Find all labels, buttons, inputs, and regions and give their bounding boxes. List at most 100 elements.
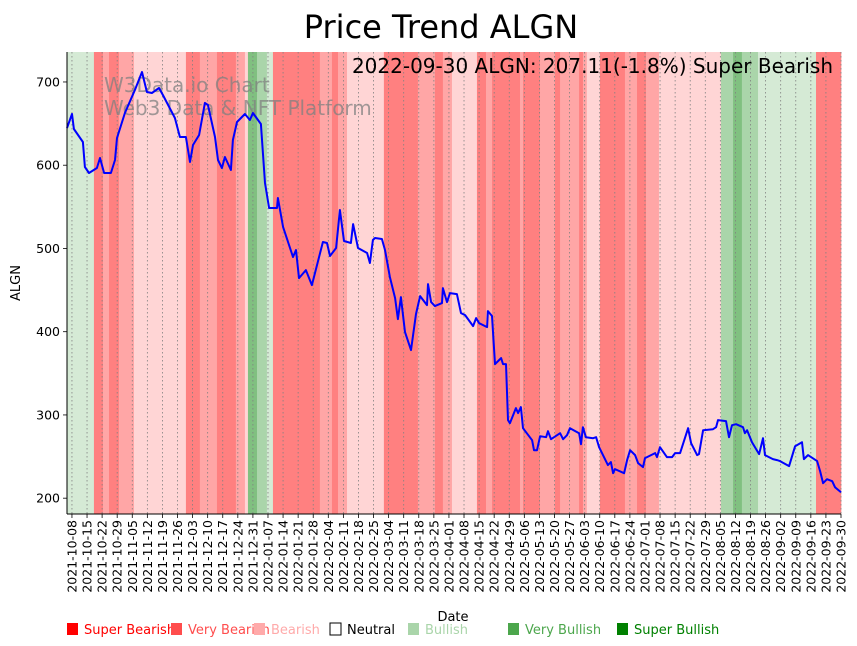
sentiment-band [476, 52, 487, 514]
y-tick-label: 700 [36, 74, 60, 89]
vertical-gridlines [71, 52, 842, 514]
x-tick-label: 2022-07-08 [653, 520, 668, 593]
x-tick-label: 2022-04-15 [472, 520, 487, 593]
x-tick-label: 2022-03-25 [426, 520, 441, 593]
y-tick-label: 400 [36, 324, 60, 339]
x-tick-label: 2021-12-31 [245, 520, 260, 593]
x-tick-label: 2022-06-03 [577, 520, 592, 593]
sentiment-band [741, 52, 759, 514]
y-tick-label: 500 [36, 241, 60, 256]
sentiment-band [721, 52, 734, 514]
y-tick-label: 300 [36, 407, 60, 422]
legend-swatch [508, 623, 519, 635]
price-line [66, 71, 842, 494]
x-tick-label: 2022-07-01 [637, 520, 652, 593]
legend-swatch [254, 623, 265, 635]
sentiment-band [599, 52, 626, 514]
legend-label: Super Bullish [634, 623, 719, 638]
watermark-line-1: W3Data.io Chart [104, 73, 270, 97]
sentiment-band [244, 52, 249, 514]
x-tick-label: 2022-02-25 [366, 520, 381, 593]
legend-label: Neutral [347, 623, 395, 638]
x-tick-label: 2022-05-20 [547, 520, 562, 593]
sentiment-band [523, 52, 541, 514]
x-tick-label: 2021-12-17 [215, 520, 230, 593]
x-tick-label: 2021-12-10 [200, 520, 215, 593]
x-tick-label: 2022-05-06 [517, 520, 532, 593]
sentiment-band [199, 52, 218, 514]
sentiment-band [216, 52, 237, 514]
x-tick-label: 2022-09-23 [818, 520, 833, 593]
legend-label: Very Bullish [525, 623, 601, 638]
x-tick-label: 2022-08-05 [713, 520, 728, 593]
y-tick-label: 200 [36, 491, 60, 506]
x-tick-label: 2022-07-15 [668, 520, 683, 593]
legend-label: Bearish [271, 623, 320, 638]
x-tick-label: 2022-03-04 [381, 520, 396, 593]
x-tick-label: 2022-04-08 [457, 520, 472, 593]
y-axis-label: ALGN [9, 265, 24, 301]
sentiment-band [347, 52, 385, 514]
legend-swatch [408, 623, 419, 635]
x-axis-label: Date [437, 610, 468, 625]
x-tick-label: 2021-11-12 [140, 520, 155, 593]
sentiment-band [266, 52, 274, 514]
x-tick-label: 2022-01-28 [306, 520, 321, 593]
x-tick-label: 2021-10-22 [95, 520, 110, 593]
x-tick-label: 2021-11-19 [155, 520, 170, 593]
x-tick-label: 2022-01-07 [260, 520, 275, 593]
sentiment-bands [67, 52, 842, 514]
sentiment-band [256, 52, 268, 514]
legend-swatch [171, 623, 182, 635]
sentiment-band [383, 52, 419, 514]
sentiment-band [93, 52, 104, 514]
x-tick-label: 2021-11-26 [170, 520, 185, 593]
sentiment-band [554, 52, 561, 514]
sentiment-band [485, 52, 493, 514]
sentiment-band [646, 52, 660, 514]
x-tick-label: 2021-10-08 [64, 520, 79, 593]
x-tick-label: 2022-03-18 [411, 520, 426, 593]
sentiment-band [560, 52, 580, 514]
x-tick-label: 2022-01-14 [276, 520, 291, 593]
sentiment-band [540, 52, 556, 514]
x-tick-label: 2022-09-09 [788, 520, 803, 593]
sentiment-band [67, 52, 95, 514]
sentiment-band [235, 52, 246, 514]
y-tick-label: 600 [36, 158, 60, 173]
x-tick-label: 2022-08-26 [758, 520, 773, 593]
x-tick-label: 2021-10-29 [110, 520, 125, 593]
legend-swatch [329, 622, 342, 636]
sentiment-band [492, 52, 521, 514]
sentiment-band [337, 52, 348, 514]
sentiment-band [758, 52, 817, 514]
x-tick-label: 2022-07-29 [698, 520, 713, 593]
sentiment-band [102, 52, 110, 514]
x-tick-label: 2021-11-05 [125, 520, 140, 593]
sentiment-band [582, 52, 588, 514]
x-tick-label: 2022-04-01 [441, 520, 456, 593]
x-tick-label: 2021-12-03 [185, 520, 200, 593]
x-tick-label: 2022-03-11 [396, 520, 411, 593]
legend: Super Bearish Very Bearish Bearish Neutral B… [67, 622, 719, 638]
x-tick-label: 2022-07-22 [683, 520, 698, 593]
legend-label: Super Bearish [84, 623, 175, 638]
sentiment-band [417, 52, 436, 514]
sentiment-band [586, 52, 601, 514]
sentiment-band [579, 52, 584, 514]
sentiment-band [624, 52, 638, 514]
x-tick-label: 2022-01-21 [291, 520, 306, 593]
x-tick-label: 2022-09-02 [773, 520, 788, 593]
sentiment-band [442, 52, 453, 514]
x-tick-label: 2022-05-27 [562, 520, 577, 593]
watermark-line-2: Web3 Data & NFT Platform [104, 96, 372, 120]
x-tick-label: 2022-06-24 [622, 520, 637, 593]
legend-swatch [67, 623, 78, 635]
axes: 2021-10-08 2021-10-15 2021-10-22 2021-10-29… [36, 52, 849, 593]
x-tick-label: 2022-02-11 [336, 520, 351, 593]
sentiment-band [118, 52, 135, 514]
sentiment-band [636, 52, 647, 514]
sentiment-band [331, 52, 339, 514]
x-tick-label: 2022-06-10 [592, 520, 607, 593]
sentiment-band [451, 52, 478, 514]
